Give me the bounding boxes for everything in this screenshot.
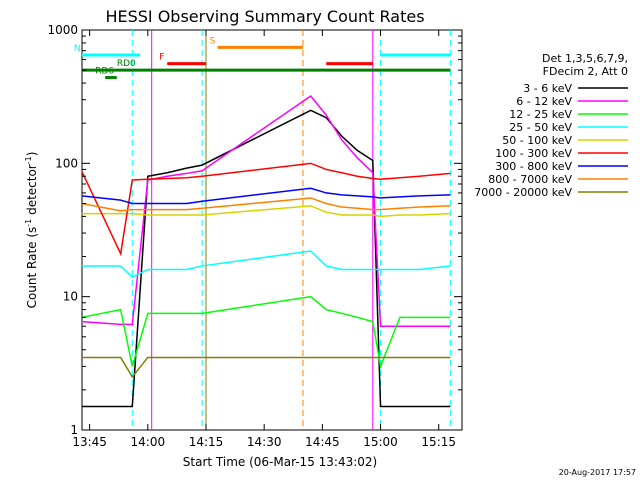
- series-line: [81, 162, 451, 257]
- legend-label: 6 - 12 keV: [516, 95, 572, 108]
- series-line: [81, 295, 451, 370]
- legend-label: 50 - 100 keV: [502, 134, 572, 147]
- legend-label: 7000 - 20000 keV: [474, 186, 572, 199]
- x-tick-label: 15:00: [363, 435, 398, 449]
- timestamp: 20-Aug-2017 17:57: [559, 468, 636, 477]
- y-axis-label: Count Rate (s-1 detector-1): [24, 152, 39, 309]
- flag-label: N: [74, 44, 81, 54]
- y-tick-label: 1: [70, 423, 78, 437]
- series-line: [81, 94, 451, 327]
- legend-label: 3 - 6 keV: [523, 82, 572, 95]
- flag-label: S: [210, 36, 216, 46]
- series-line: [81, 109, 451, 408]
- y-axis-label-end: ): [25, 152, 39, 157]
- series-line: [81, 356, 451, 379]
- legend-label: 100 - 300 keV: [495, 147, 572, 160]
- y-axis-label-main: Count Rate (s: [25, 227, 39, 309]
- x-tick-label: 14:30: [247, 435, 282, 449]
- legend-label: 800 - 7000 keV: [488, 173, 572, 186]
- x-axis-label: Start Time (06-Mar-15 13:43:02): [183, 455, 377, 469]
- y-axis-label-exp1: -1: [24, 219, 33, 227]
- x-tick-label: 15:15: [421, 435, 456, 449]
- legend-label: 25 - 50 keV: [509, 121, 572, 134]
- series-line: [81, 187, 451, 205]
- x-tick-label: 13:45: [72, 435, 107, 449]
- legend: Det 1,3,5,6,7,9,FDecim 2, Att 0 3 - 6 keV…: [474, 52, 628, 199]
- chart-title: HESSI Observing Summary Count Rates: [105, 7, 424, 26]
- plot-frame: [81, 29, 463, 431]
- series-line: [81, 197, 451, 212]
- y-tick-label: 100: [55, 156, 78, 170]
- x-tick-label: 14:45: [305, 435, 340, 449]
- series-line: [81, 205, 451, 218]
- legend-header: FDecim 2, Att 0: [543, 65, 628, 78]
- y-axis-label-mid: detector: [25, 164, 39, 219]
- flag-label: RD0: [117, 59, 136, 69]
- series-line: [81, 250, 451, 279]
- legend-header: Det 1,3,5,6,7,9,: [542, 52, 628, 65]
- x-tick-label: 14:15: [189, 435, 224, 449]
- x-tick-label: 14:00: [131, 435, 166, 449]
- y-tick-label: 10: [63, 290, 78, 304]
- legend-label: 300 - 800 keV: [495, 160, 572, 173]
- legend-label: 12 - 25 keV: [509, 108, 572, 121]
- flag-label: F: [159, 53, 164, 63]
- y-tick-label: 1000: [47, 23, 78, 37]
- flag-label: RD6: [95, 67, 114, 77]
- y-axis-label-exp2: -1: [24, 156, 33, 164]
